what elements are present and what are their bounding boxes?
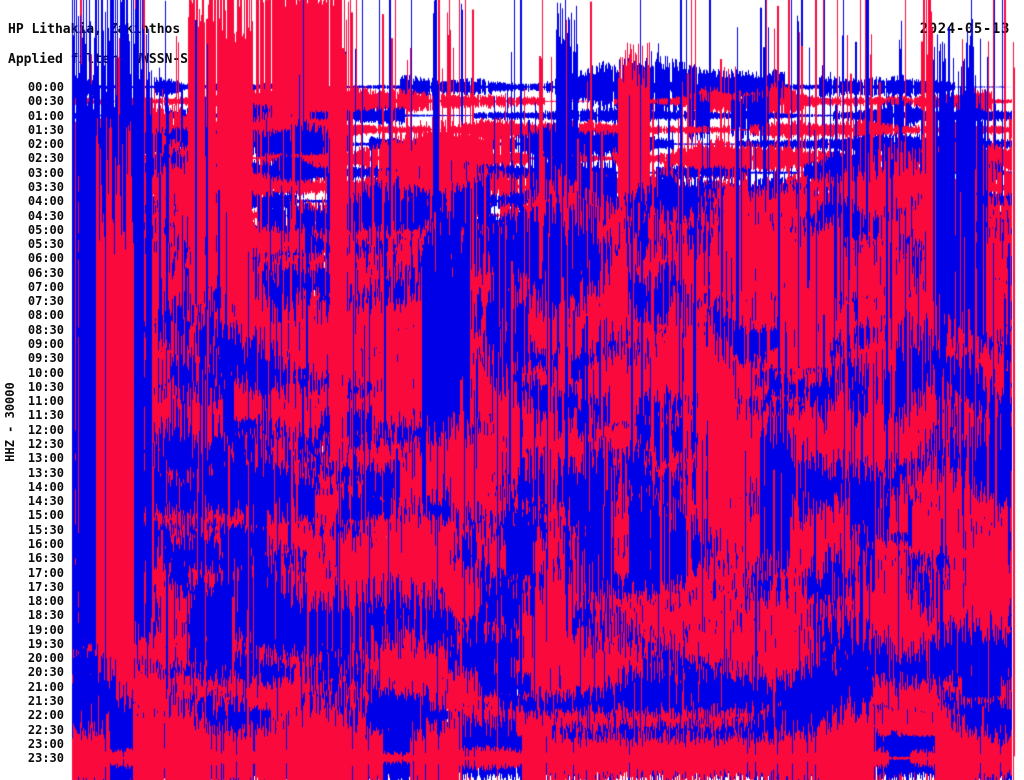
- time-label: 09:30: [27, 351, 64, 366]
- time-label: 04:30: [27, 208, 64, 223]
- time-label: 03:00: [27, 165, 64, 180]
- time-label: 17:00: [27, 565, 64, 580]
- time-label: 09:00: [27, 337, 64, 352]
- time-label: 23:00: [27, 736, 64, 751]
- time-label: 05:30: [27, 237, 64, 252]
- time-label: 13:30: [27, 465, 64, 480]
- time-label: 16:30: [27, 551, 64, 566]
- time-label: 03:30: [27, 179, 64, 194]
- time-label: 15:30: [27, 522, 64, 537]
- time-label: 21:30: [27, 694, 64, 709]
- time-label: 23:30: [27, 751, 64, 766]
- time-label: 06:00: [27, 251, 64, 266]
- time-label: 12:30: [27, 437, 64, 451]
- time-label: 06:30: [27, 265, 64, 280]
- time-label: 14:00: [27, 479, 64, 494]
- time-label: 22:30: [27, 722, 64, 737]
- time-label: 11:30: [27, 408, 64, 423]
- time-label: 15:00: [27, 508, 64, 523]
- time-label: 11:00: [27, 394, 64, 409]
- time-label: 01:00: [27, 108, 64, 123]
- time-label: 00:00: [27, 80, 64, 94]
- time-label: 20:00: [27, 651, 64, 666]
- time-label: 14:30: [27, 494, 64, 509]
- time-label: 02:00: [27, 137, 64, 152]
- time-label: 12:00: [27, 422, 64, 437]
- time-label: 19:30: [27, 636, 64, 651]
- time-label: 10:30: [27, 379, 64, 394]
- time-label: 22:00: [27, 708, 64, 723]
- time-label: 04:00: [27, 194, 64, 209]
- time-label: 19:00: [27, 622, 64, 637]
- time-label: 17:30: [27, 579, 64, 594]
- time-label: 10:00: [27, 365, 64, 380]
- time-label: 13:00: [27, 451, 64, 466]
- time-label: 18:00: [27, 594, 64, 609]
- time-label: 08:30: [27, 322, 64, 337]
- time-label: 07:30: [27, 294, 64, 309]
- time-label: 01:30: [27, 122, 64, 137]
- time-label: 20:30: [27, 665, 64, 680]
- time-label: 07:00: [27, 279, 64, 294]
- time-label: 00:30: [27, 94, 64, 109]
- time-label: 16:00: [27, 536, 64, 551]
- time-label: 02:30: [27, 151, 64, 166]
- channel-scale-text: HHZ - 30000: [3, 382, 17, 462]
- time-axis: 00:00 00:30 01:00 01:30 02:00 02:30 03:00 03:30…: [0, 0, 66, 780]
- time-label: 08:00: [27, 308, 64, 323]
- time-label: 18:30: [27, 608, 64, 623]
- time-label: 21:00: [27, 679, 64, 694]
- time-label: 05:00: [27, 222, 64, 237]
